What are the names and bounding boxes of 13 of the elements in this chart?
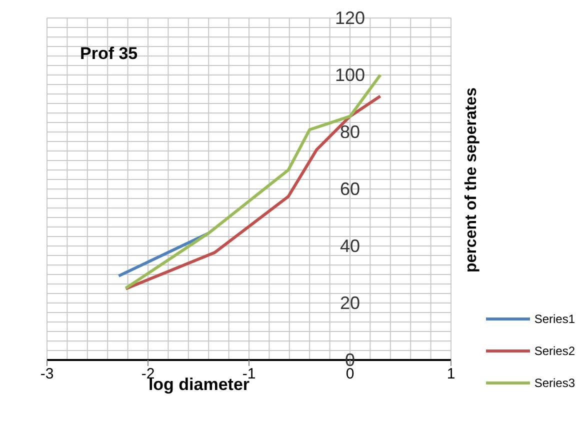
- y-tick-label: 80: [340, 122, 360, 142]
- y-tick-label: 60: [340, 179, 360, 199]
- y-tick-label: 120: [334, 8, 366, 28]
- text: Prof 35: [80, 44, 138, 64]
- legend-label: Series2: [534, 344, 575, 358]
- y-tick-label: 40: [340, 236, 360, 256]
- x-tick-label: 1: [446, 366, 456, 383]
- legend-label: Series3: [534, 376, 575, 390]
- legend-label: Series1: [534, 312, 575, 326]
- y-tick-label: 20: [340, 293, 360, 313]
- y-tick-label: 100: [334, 65, 366, 85]
- x-tick-label: -3: [40, 366, 54, 383]
- y-axis-title: percent of the seperates: [463, 88, 481, 272]
